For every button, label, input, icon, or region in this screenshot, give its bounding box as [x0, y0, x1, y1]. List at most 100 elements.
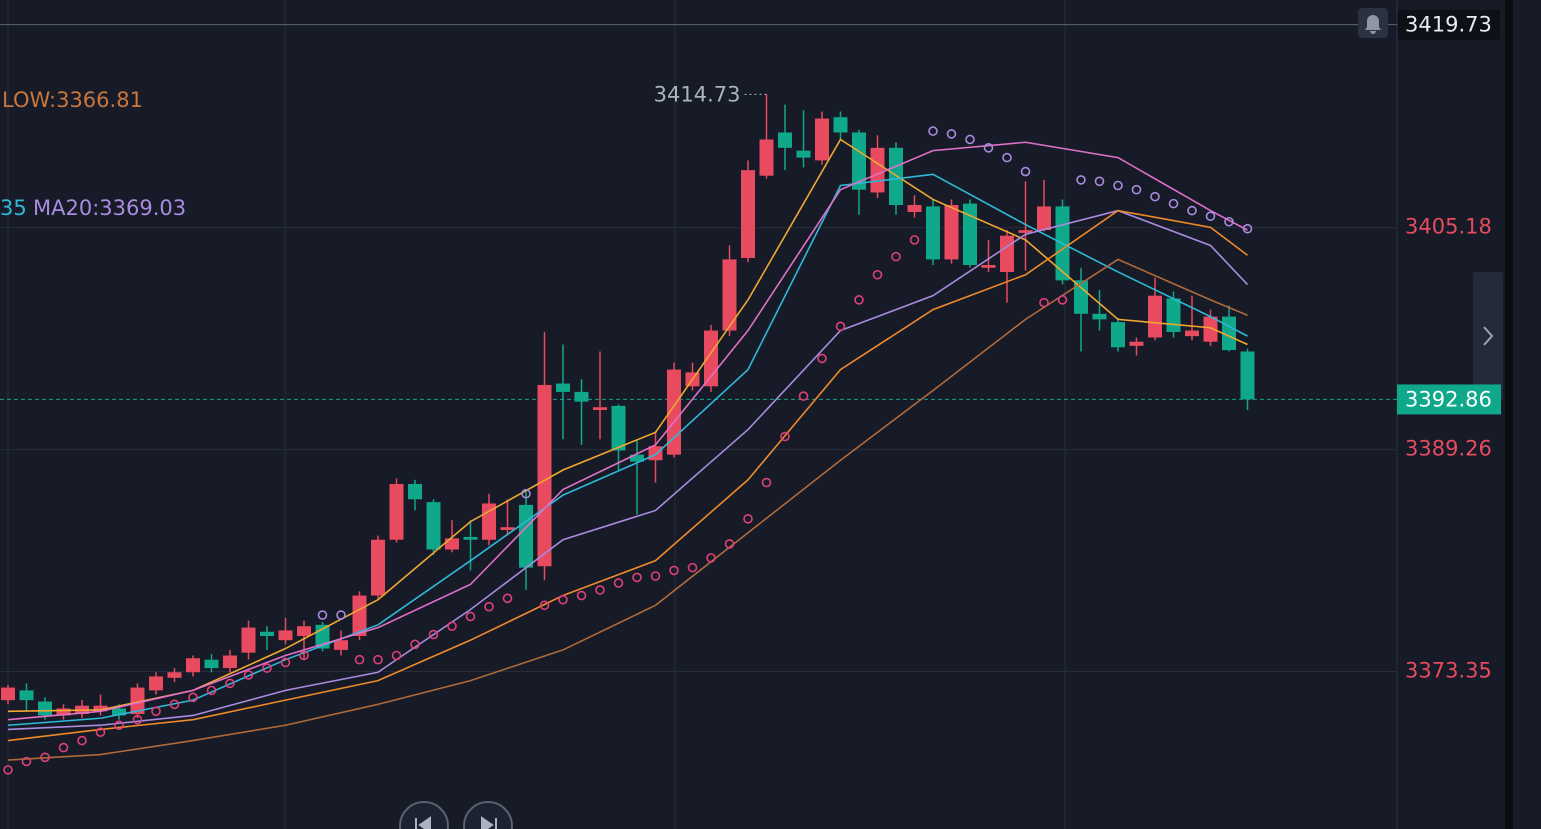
- sar-dot: [206, 685, 217, 696]
- indicator-line: [7, 173, 1248, 727]
- sar-dot: [3, 765, 13, 775]
- sar-dot: [188, 692, 198, 703]
- candle-body: [556, 383, 570, 392]
- candle-body: [722, 259, 737, 331]
- sar-dot: [169, 699, 180, 710]
- candle-body: [445, 538, 459, 550]
- sar-dot: [632, 572, 642, 583]
- sar-dot: [262, 663, 272, 673]
- panel-divider: [1505, 0, 1513, 829]
- sar-dot: [354, 654, 365, 665]
- sar-dot: [373, 654, 383, 665]
- sar-dot: [613, 578, 624, 588]
- candle-body: [593, 407, 607, 411]
- sar-dot: [872, 269, 883, 280]
- candle-body: [889, 147, 903, 206]
- sar-dot: [946, 129, 957, 139]
- sar-dot: [391, 650, 402, 661]
- ma20-label: MA20:3369.03: [33, 196, 186, 220]
- candle-body: [371, 539, 385, 596]
- playback-buttons: [399, 801, 513, 829]
- sar-dot: [780, 431, 790, 442]
- candle-body: [630, 454, 644, 462]
- candle-body: [19, 690, 34, 701]
- last-price-label: 3392.86: [1405, 387, 1492, 411]
- sar-dot: [484, 601, 494, 612]
- sar-dot: [1131, 184, 1142, 195]
- bell-icon[interactable]: [1365, 15, 1381, 34]
- sar-dot: [724, 539, 735, 549]
- candle-body: [519, 504, 533, 568]
- sar-dot: [835, 321, 846, 332]
- candle-body: [186, 658, 200, 673]
- candle-body: [1203, 316, 1218, 342]
- candle-body: [1185, 330, 1199, 337]
- sar-dot: [669, 565, 679, 576]
- expand-arrow[interactable]: [1483, 326, 1494, 346]
- sar-dot: [576, 590, 587, 601]
- sar-dot: [1242, 223, 1253, 234]
- candle-body: [93, 705, 108, 712]
- sar-dot: [132, 714, 143, 725]
- sar-dot: [21, 756, 32, 767]
- candle-body: [112, 708, 126, 716]
- candle-body: [167, 672, 182, 678]
- sar-dot: [798, 391, 809, 401]
- sar-dot: [1168, 198, 1179, 209]
- sar-dot: [1205, 211, 1216, 221]
- price-label: 3419.73: [1405, 13, 1492, 37]
- indicator-line: [7, 209, 1248, 742]
- sar-dot: [1039, 297, 1049, 308]
- candle-body: [426, 502, 441, 550]
- sar-dot: [465, 611, 476, 622]
- y-tick-label: 3405.18: [1405, 215, 1492, 239]
- candle-body: [759, 139, 774, 176]
- candle-body: [204, 659, 219, 669]
- candle-body: [981, 264, 996, 268]
- sar-dot: [817, 353, 827, 364]
- sar-dot: [151, 706, 161, 717]
- candle-body: [1129, 341, 1144, 346]
- candle-body: [1092, 313, 1107, 320]
- y-tick-label: 3373.35: [1405, 659, 1492, 683]
- sar-dot: [928, 126, 938, 136]
- candle-body: [334, 640, 348, 650]
- candle-body: [1018, 230, 1033, 233]
- sar-dot: [854, 295, 864, 305]
- expand-tab[interactable]: [1473, 272, 1503, 402]
- sar-dot: [40, 752, 50, 763]
- candle-body: [833, 117, 848, 133]
- sar-dot: [1020, 166, 1031, 177]
- sar-dot: [1224, 216, 1234, 227]
- next-button[interactable]: [463, 801, 513, 829]
- sar-dot: [1094, 176, 1105, 187]
- candle-body: [963, 203, 977, 265]
- candle-body: [704, 330, 718, 387]
- sar-dot: [1150, 191, 1160, 202]
- high-marker-label: 3414.73: [654, 82, 741, 106]
- sar-dot: [1113, 180, 1123, 191]
- sar-dot: [1002, 152, 1012, 163]
- candle-body: [297, 626, 311, 636]
- candle-body: [352, 595, 367, 636]
- prev-button[interactable]: [399, 801, 449, 829]
- candle-body: [408, 483, 422, 500]
- candle-body: [241, 627, 256, 653]
- candle-body: [278, 630, 293, 641]
- sar-dot: [1057, 295, 1068, 305]
- candle-body: [537, 384, 552, 567]
- sar-dot: [558, 594, 568, 605]
- low-label: LOW:3366.81: [2, 88, 143, 112]
- indicator-line: [7, 258, 1248, 761]
- sar-dot: [336, 610, 346, 620]
- candle-body: [38, 701, 52, 716]
- sar-dot: [761, 477, 772, 488]
- sar-dot: [58, 742, 69, 753]
- candle-body: [1000, 235, 1014, 272]
- sar-dot: [502, 593, 513, 604]
- sar-dot: [243, 670, 254, 680]
- sar-dot: [447, 621, 457, 632]
- candle-body: [223, 655, 237, 669]
